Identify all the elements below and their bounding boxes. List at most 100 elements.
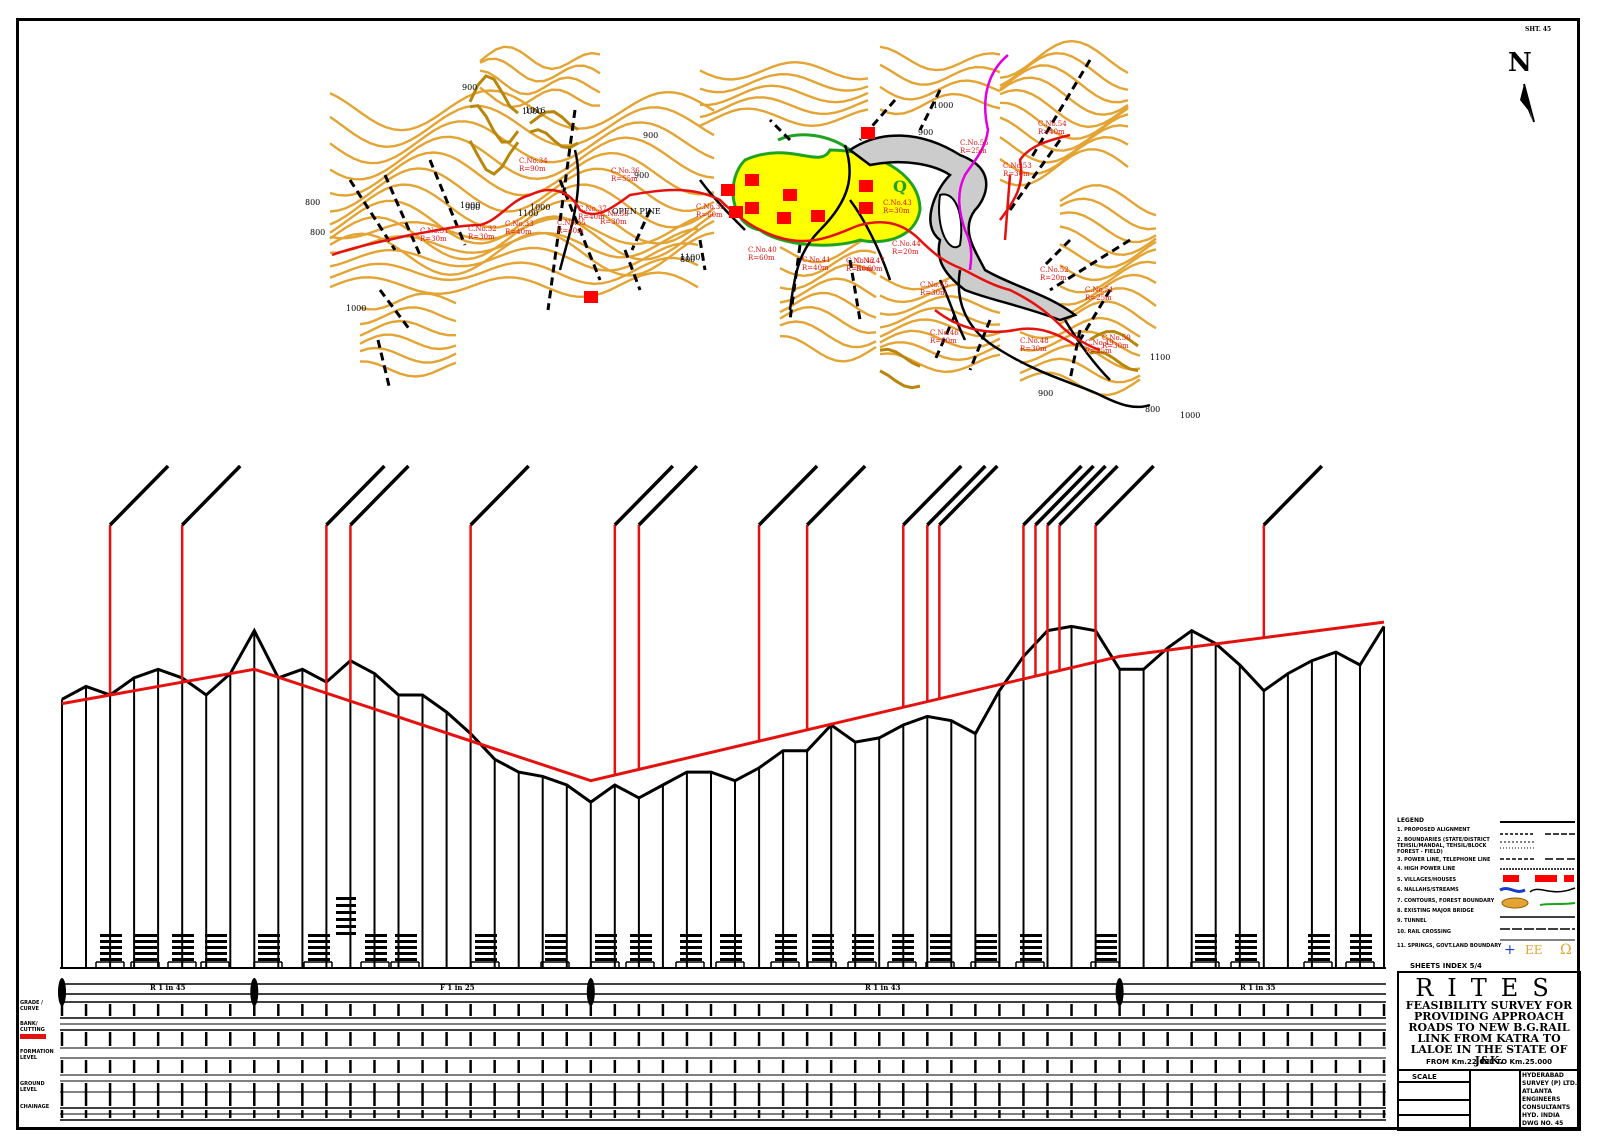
curve-number: C.No.38: [600, 210, 629, 218]
contour-line: [359, 319, 456, 337]
curve-radius: R=30m: [468, 233, 495, 241]
annotation-text-stub: [1350, 934, 1372, 937]
contour-label: 1000: [522, 107, 542, 116]
contour-line: [879, 341, 1001, 362]
callout-label-bar: [108, 464, 170, 527]
contour-line: [999, 124, 1129, 164]
annotation-text-stub: [812, 940, 834, 943]
annotation-text-stub: [930, 934, 952, 937]
annotation-text-stub: [720, 958, 742, 961]
bank-color-swatch: [20, 1034, 46, 1039]
annotation-text-stub: [365, 940, 387, 943]
callout-label-bar: [757, 464, 819, 527]
contour-line: [779, 277, 877, 304]
annotation-text-stub: [1235, 946, 1257, 949]
contour-line: [479, 69, 601, 96]
road-line: [848, 199, 892, 281]
annotation-text-stub: [1235, 958, 1257, 961]
nallah-line: [1049, 238, 1131, 292]
curve-radius: R=25m: [1085, 294, 1112, 302]
annotation-text-stub: [1350, 958, 1372, 961]
curve-number: C.No.43: [883, 199, 912, 207]
grade-label: F 1 in 25: [440, 983, 475, 992]
annotation-text-stub: [1195, 952, 1217, 955]
annotation-bracket: [675, 961, 705, 968]
curve-radius: R=40m: [505, 228, 532, 236]
contour-line: [359, 306, 457, 326]
annotation-text-stub: [336, 932, 356, 935]
curve-radius: R=60m: [930, 337, 957, 345]
curve-labels: C.No.34R=90mC.No.31R=30mC.No.32R=30mC.No…: [420, 120, 1131, 355]
annotation-text-stub: [258, 946, 280, 949]
contour-line: [329, 183, 715, 229]
annotation-text-stub: [100, 952, 122, 955]
annotation-text-stub: [365, 952, 387, 955]
annotation-bracket: [625, 961, 655, 968]
annotation-bracket: [1303, 961, 1333, 968]
annotation-text-stub: [205, 940, 227, 943]
annotation-text-stub: [852, 952, 874, 955]
contour-label: 1100: [1150, 353, 1170, 362]
callout-label-bar: [1262, 464, 1324, 527]
annotation-text-stub: [852, 958, 874, 961]
contour-line: [999, 39, 1129, 79]
nallah-line: [378, 289, 412, 331]
callout-label-bar: [902, 464, 963, 527]
contour-line: [468, 74, 519, 115]
annotation-text-stub: [308, 958, 330, 961]
sheet-index: SHEETS INDEX 5/4: [1410, 962, 1482, 970]
contour-line: [1059, 287, 1157, 318]
annotation-text-stub: [680, 952, 702, 955]
contour-line: [1089, 350, 1139, 373]
contour-label: 1100: [680, 253, 700, 262]
chainage-range: FROM Km.22.000 TO Km.25.000: [1426, 1058, 1552, 1066]
grade-label: R 1 in 43: [865, 983, 901, 992]
annotation-text-stub: [205, 934, 227, 937]
annotation-text-stub: [1235, 940, 1257, 943]
annotation-text-stub: [258, 952, 280, 955]
callout-label-bar: [938, 464, 999, 527]
callout-label-bar: [1022, 464, 1083, 527]
legend-item: 11. SPRINGS, GOVT.LAND BOUNDARY: [1397, 943, 1502, 949]
legend-item: 5. VILLAGES/HOUSES: [1397, 877, 1457, 883]
annotation-text-stub: [852, 940, 874, 943]
contour-label: 1000: [933, 101, 953, 110]
annotation-text-stub: [975, 934, 997, 937]
drawing-title: FEASIBILITY SURVEY FOR PROVIDING APPROAC…: [1405, 999, 1573, 1067]
annotation-text-stub: [852, 946, 874, 949]
callout-label-bar: [613, 464, 675, 527]
contour-line: [479, 86, 601, 109]
callout-label-bar: [805, 464, 867, 527]
svg-text:Ω: Ω: [1560, 942, 1572, 958]
legend-item: 6. NALLAHS/STREAMS: [1397, 887, 1459, 893]
village-marker: [783, 189, 797, 201]
nallah-line: [698, 239, 707, 271]
contour-line: [1059, 240, 1157, 269]
legend-item: 3. POWER LINE, TELEPHONE LINE: [1397, 857, 1491, 863]
contour-line: [779, 334, 877, 363]
contour-line: [468, 140, 520, 176]
contour-line: [879, 45, 1001, 72]
nallah-line: [623, 249, 642, 291]
nallah-line: [933, 314, 957, 361]
contour-line: [479, 45, 601, 71]
annotation-text-stub: [395, 940, 417, 943]
annotation-text-stub: [1308, 940, 1330, 943]
annotation-text-stub: [205, 952, 227, 955]
annotation-text-stub: [630, 958, 652, 961]
road-line: [699, 179, 746, 231]
band-label-grade: GRADE / CURVE: [20, 1000, 43, 1012]
contour-label: 800: [310, 228, 325, 237]
existing-roads: [558, 144, 1151, 409]
contour-line: [879, 306, 1001, 329]
annotation-text-stub: [1095, 940, 1117, 943]
legend-title: LEGEND: [1397, 817, 1424, 824]
contour-line: [1019, 316, 1141, 340]
annotation-text-stub: [595, 940, 617, 943]
curve-number: C.No.46: [930, 329, 959, 337]
village-marker: [745, 202, 759, 214]
contour-line: [779, 320, 877, 349]
contour-label: 1000: [1180, 411, 1200, 420]
contour-line: [999, 88, 1129, 129]
